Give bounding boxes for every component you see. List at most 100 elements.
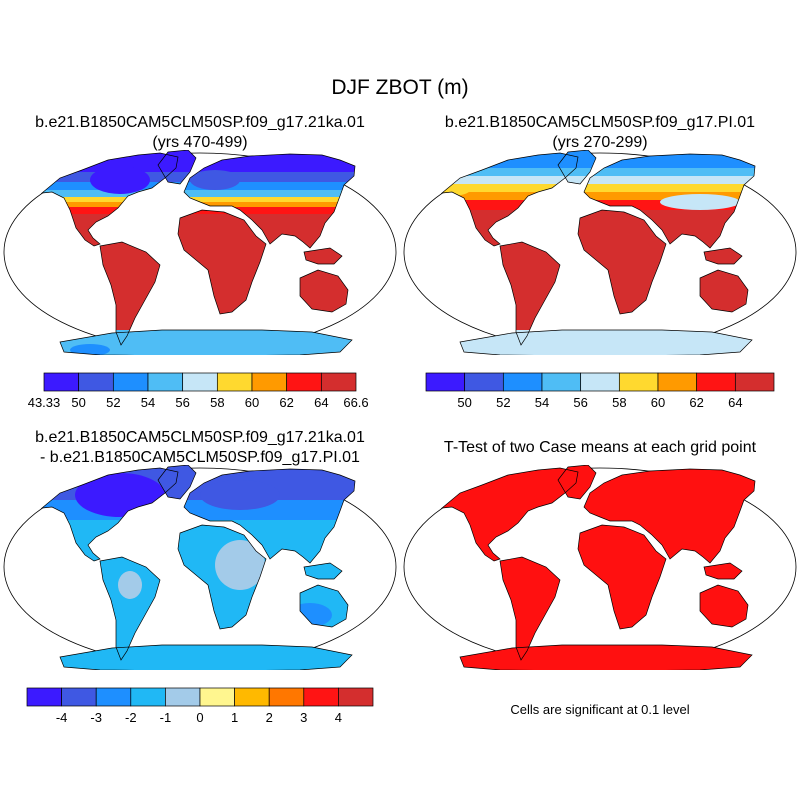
panel2-colorbar: 50 52 54 56 58 60 62 64 [425, 372, 775, 410]
colorbar-bin [541, 372, 582, 392]
colorbar-bin [234, 687, 270, 707]
colorbar-tick-label: 0 [196, 710, 203, 725]
coastline-australia [699, 584, 749, 628]
coastline-africa [577, 209, 667, 315]
colorbar-tick-label: 62 [279, 395, 293, 410]
colorbar-bin [303, 687, 339, 707]
colorbar-bin [112, 372, 149, 392]
panel3-map [3, 465, 397, 670]
coastline-africa [177, 524, 267, 630]
panel2-title-line1: b.e21.B1850CAM5CLM50SP.f09_g17.PI.01 [444, 114, 756, 131]
colorbar-tick-label: 58 [612, 395, 626, 410]
coastline-seAsiaIslands [303, 247, 343, 265]
coastline-northAmerica [40, 152, 179, 247]
coastline-africa [577, 524, 667, 630]
colorbar-tick-label: 52 [496, 395, 510, 410]
panel2-title: b.e21.B1850CAM5CLM50SP.f09_g17.PI.01 (yr… [400, 113, 800, 153]
colorbar-tick-label: 3 [300, 710, 307, 725]
coastline-antarctica [459, 329, 753, 355]
panel4-title-line1: T-Test of two Case means at each grid po… [443, 439, 757, 456]
panel3-colorbar: -4 -3 -2 -1 0 1 2 3 4 [26, 687, 374, 725]
colorbar-bin [43, 372, 80, 392]
coastline-australia [299, 584, 349, 628]
coastline-southAmerica [499, 556, 561, 661]
coastline-southAmerica [499, 241, 561, 346]
coastline-antarctica [59, 644, 353, 670]
colorbar-bin [95, 687, 132, 707]
coastline-antarctica [59, 329, 353, 355]
panel4-significance-note: Cells are significant at 0.1 level [510, 702, 690, 717]
colorbar-bin [657, 372, 698, 392]
colorbar-bin [251, 372, 288, 392]
colorbar-tick-label: 50 [457, 395, 471, 410]
panel3-title-line1: b.e21.B1850CAM5CLM50SP.f09_g17.21ka.01 [35, 429, 365, 446]
coastline-europeAsia [183, 153, 356, 249]
panel1-title-line2: (yrs 470-499) [152, 134, 248, 151]
colorbar-bin [26, 687, 62, 707]
colorbar-bin [182, 372, 218, 392]
colorbar-bin [502, 372, 543, 392]
coastline-africa [177, 209, 267, 315]
coastline-southAmerica [99, 241, 161, 346]
coastline-greenland [557, 150, 597, 185]
main-title: DJF ZBOT (m) [331, 76, 469, 99]
colorbar-bin [618, 372, 659, 392]
panel2-map [403, 150, 797, 355]
coastline-australia [699, 269, 749, 313]
colorbar-tick-label: 54 [141, 395, 155, 410]
coastline-europeAsia [583, 468, 756, 564]
panel1-map [3, 150, 397, 355]
coastline-greenland [157, 150, 197, 185]
colorbar-tick-label: 64 [314, 395, 328, 410]
panel1-title: b.e21.B1850CAM5CLM50SP.f09_g17.21ka.01 (… [0, 113, 400, 153]
colorbar-bin [696, 372, 736, 392]
coastline-antarctica [459, 644, 753, 670]
coastline-europeAsia [583, 153, 756, 249]
panel2-title-line2: (yrs 270-299) [552, 134, 648, 151]
colorbar-tick-label: 60 [651, 395, 665, 410]
colorbar-tick-label: -4 [56, 710, 68, 725]
colorbar-bin [130, 687, 166, 707]
colorbar-tick-label: 2 [266, 710, 273, 725]
colorbar-bin [61, 687, 97, 707]
colorbar-bin [216, 372, 253, 392]
coastline-greenland [157, 465, 197, 500]
coastline-southAmerica [99, 556, 161, 661]
panel1-title-line1: b.e21.B1850CAM5CLM50SP.f09_g17.21ka.01 [35, 114, 365, 131]
colorbar-tick-label: 62 [689, 395, 703, 410]
coastline-greenland [557, 465, 597, 500]
coastline-seAsiaIslands [703, 562, 743, 580]
colorbar-bin [286, 372, 322, 392]
colorbar-bin [165, 687, 201, 707]
colorbar-tick-label: 54 [535, 395, 549, 410]
colorbar-bin [580, 372, 620, 392]
colorbar-bin [464, 372, 504, 392]
colorbar-tick-label: 64 [728, 395, 742, 410]
colorbar-bin [78, 372, 114, 392]
colorbar-bin [147, 372, 184, 392]
colorbar-tick-label: 50 [71, 395, 85, 410]
panel4-title: T-Test of two Case means at each grid po… [400, 438, 800, 458]
colorbar-bin [425, 372, 466, 392]
colorbar-bin [338, 687, 374, 707]
coastline-northAmerica [440, 152, 579, 247]
colorbar-tick-label: 56 [175, 395, 189, 410]
colorbar-tick-label: 60 [245, 395, 259, 410]
panel3-title-line2: - b.e21.B1850CAM5CLM50SP.f09_g17.PI.01 [40, 449, 360, 466]
coastline-seAsiaIslands [303, 562, 343, 580]
colorbar-bin [199, 687, 235, 707]
panel1-colorbar: 43.33 50 52 54 56 58 60 62 64 66.6 [28, 372, 369, 410]
colorbar-tick-label: -1 [160, 710, 172, 725]
colorbar-tick-label: 66.6 [343, 395, 368, 410]
colorbar-tick-label: 56 [573, 395, 587, 410]
coastline-northAmerica [40, 467, 179, 562]
coastline-northAmerica [440, 467, 579, 562]
colorbar-tick-label: 1 [231, 710, 238, 725]
coastline-seAsiaIslands [703, 247, 743, 265]
coastline-australia [299, 269, 349, 313]
colorbar-tick-label: -2 [125, 710, 137, 725]
colorbar-tick-label: 52 [106, 395, 120, 410]
colorbar-bin [734, 372, 775, 392]
coastline-europeAsia [183, 468, 356, 564]
colorbar-tick-label: 58 [210, 395, 224, 410]
